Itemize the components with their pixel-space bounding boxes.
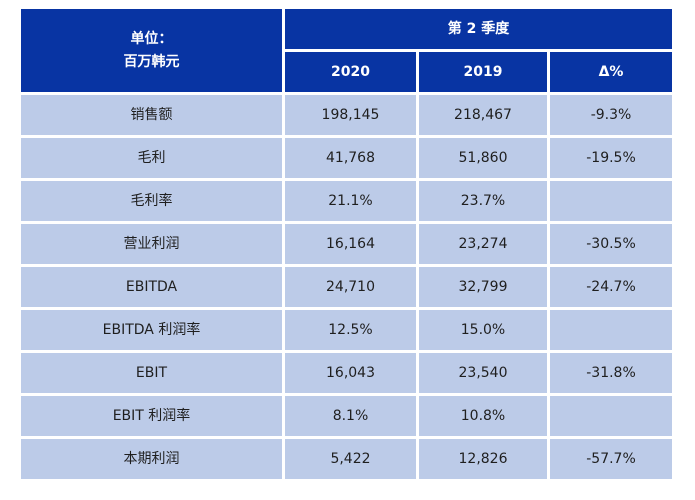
row-label-cell: EBITDA xyxy=(21,267,282,307)
value-2020-cell: 41,768 xyxy=(285,138,416,178)
row-label-cell: EBIT 利润率 xyxy=(21,396,282,436)
value-2019-cell: 218,467 xyxy=(419,95,547,135)
delta-cell: -31.8% xyxy=(550,353,672,393)
delta-cell: -19.5% xyxy=(550,138,672,178)
value-2020-cell: 21.1% xyxy=(285,181,416,221)
row-label-cell: 销售额 xyxy=(21,95,282,135)
value-2019-cell: 10.8% xyxy=(419,396,547,436)
delta-cell xyxy=(550,181,672,221)
row-label-cell: 毛利率 xyxy=(21,181,282,221)
value-2020-cell: 16,043 xyxy=(285,353,416,393)
unit-header-line1: 单位： xyxy=(130,31,173,48)
delta-cell: -24.7% xyxy=(550,267,672,307)
value-2019-cell: 23,274 xyxy=(419,224,547,264)
delta-cell: -57.7% xyxy=(550,439,672,479)
value-2020-cell: 8.1% xyxy=(285,396,416,436)
delta-cell xyxy=(550,310,672,350)
year-2020-header: 2020 xyxy=(285,52,416,92)
row-label-cell: EBITDA 利润率 xyxy=(21,310,282,350)
year-2019-header: 2019 xyxy=(419,52,547,92)
value-2019-cell: 23,540 xyxy=(419,353,547,393)
value-2020-cell: 24,710 xyxy=(285,267,416,307)
delta-cell: -30.5% xyxy=(550,224,672,264)
value-2020-cell: 198,145 xyxy=(285,95,416,135)
unit-header-line2: 百万韩元 xyxy=(123,53,180,70)
row-label-cell: 本期利润 xyxy=(21,439,282,479)
value-2020-cell: 16,164 xyxy=(285,224,416,264)
delta-cell: -9.3% xyxy=(550,95,672,135)
quarter-header-cell: 第 2 季度 xyxy=(285,9,672,49)
delta-header: Δ% xyxy=(550,52,672,92)
value-2020-cell: 5,422 xyxy=(285,439,416,479)
value-2019-cell: 23.7% xyxy=(419,181,547,221)
value-2019-cell: 12,826 xyxy=(419,439,547,479)
value-2019-cell: 15.0% xyxy=(419,310,547,350)
unit-header-cell: 单位： 百万韩元 xyxy=(21,9,282,92)
value-2019-cell: 51,860 xyxy=(419,138,547,178)
row-label-cell: EBIT xyxy=(21,353,282,393)
value-2019-cell: 32,799 xyxy=(419,267,547,307)
value-2020-cell: 12.5% xyxy=(285,310,416,350)
financial-table: 单位： 百万韩元 第 2 季度 2020 2019 Δ% 销售额 198,145… xyxy=(21,9,672,479)
row-label-cell: 营业利润 xyxy=(21,224,282,264)
row-label-cell: 毛利 xyxy=(21,138,282,178)
delta-cell xyxy=(550,396,672,436)
